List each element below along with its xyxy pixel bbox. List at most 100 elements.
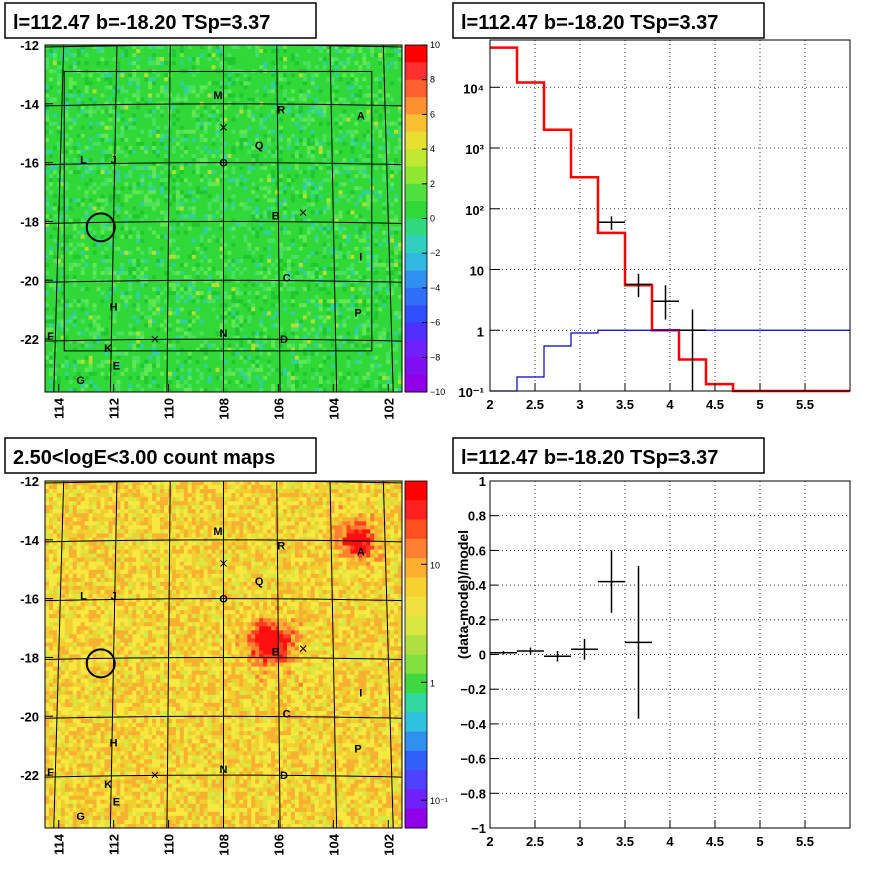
heatmap-cell (48, 145, 54, 151)
heatmap-cell (136, 198, 141, 203)
heatmap-cell (175, 210, 181, 215)
heatmap-cell (72, 363, 78, 369)
heatmap-cell (175, 343, 181, 349)
heatmap-cell (76, 113, 82, 119)
heatmap-cell (160, 178, 165, 183)
heatmap-cell (96, 97, 101, 102)
heatmap-cell (207, 222, 212, 227)
heatmap-cell (267, 73, 272, 78)
heatmap-cell (239, 178, 244, 183)
heatmap-cell (271, 97, 276, 102)
heatmap-cell (183, 182, 189, 187)
heatmap-cell (231, 375, 236, 381)
heatmap-cell (187, 133, 193, 139)
heatmap-cell (100, 327, 105, 332)
heatmap-cell (128, 206, 133, 211)
heatmap-cell (64, 387, 70, 393)
heatmap-cell (259, 45, 264, 50)
heatmap-cell (156, 367, 161, 373)
heatmap-cell (164, 206, 169, 211)
heatmap-cell (136, 129, 141, 135)
heatmap-cell (156, 57, 161, 62)
heatmap-cell (191, 222, 197, 227)
heatmap-cell (132, 109, 137, 114)
heatmap-cell (171, 238, 177, 244)
heatmap-cell (64, 202, 70, 207)
heatmap-cell (223, 89, 228, 94)
heatmap-cell (160, 242, 165, 248)
heatmap-cell (152, 77, 157, 82)
heatmap-cell (187, 242, 193, 248)
heatmap-cell (227, 214, 232, 219)
heatmap-cell (52, 49, 58, 54)
heatmap-cell (156, 311, 161, 316)
heatmap-cell (56, 327, 62, 332)
heatmap-cell (104, 65, 109, 70)
heatmap-cell (64, 109, 70, 114)
heatmap-cell (247, 335, 252, 340)
heatmap-cell (211, 194, 216, 199)
heatmap-cell (243, 194, 248, 199)
heatmap-cell (84, 121, 90, 127)
heatmap-cell (148, 246, 153, 252)
heatmap-cell (203, 89, 209, 94)
heatmap-cell (132, 133, 137, 139)
heatmap-cell (199, 371, 205, 377)
heatmap-cell (179, 246, 185, 252)
heatmap-cell (140, 375, 145, 381)
heatmap-cell (100, 157, 105, 163)
heatmap-cell (219, 49, 224, 54)
heatmap-cell (183, 371, 189, 377)
heatmap-cell (215, 371, 220, 377)
heatmap-cell (255, 202, 260, 207)
heatmap-cell (76, 371, 82, 377)
heatmap-cell (60, 315, 66, 320)
heatmap-cell (160, 351, 165, 357)
heatmap-cell (124, 49, 129, 54)
heatmap-cell (219, 266, 224, 272)
heatmap-cell (235, 383, 240, 389)
heatmap-cell (88, 319, 93, 324)
heatmap-cell (211, 117, 216, 123)
heatmap-cell (235, 182, 240, 187)
heatmap-cell (108, 137, 113, 143)
heatmap-cell (96, 117, 101, 123)
heatmap-cell (235, 254, 240, 260)
heatmap-cell (267, 303, 272, 308)
heatmap-cell (195, 226, 201, 231)
heatmap-cell (203, 77, 209, 82)
heatmap-cell (144, 89, 149, 94)
heatmap-cell (124, 379, 129, 385)
heatmap-cell (76, 343, 82, 349)
heatmap-cell (92, 170, 97, 175)
heatmap-cell (72, 262, 78, 268)
heatmap-cell (88, 222, 93, 227)
heatmap-cell (239, 186, 244, 191)
heatmap-cell (223, 133, 228, 139)
heatmap-cell (100, 242, 105, 248)
heatmap-cell (171, 49, 177, 54)
heatmap-cell (92, 109, 97, 114)
heatmap-cell (263, 198, 268, 203)
heatmap-cell (116, 351, 121, 357)
heatmap-cell (96, 81, 101, 86)
heatmap-cell (72, 157, 78, 163)
heatmap-cell (92, 182, 97, 187)
heatmap-cell (219, 194, 224, 199)
heatmap-cell (255, 178, 260, 183)
heatmap-cell (223, 363, 228, 369)
heatmap-cell (211, 283, 216, 288)
heatmap-cell (183, 194, 189, 199)
heatmap-cell (48, 375, 54, 381)
heatmap-cell (164, 162, 169, 167)
heatmap-cell (140, 254, 145, 260)
heatmap-cell (271, 303, 276, 308)
heatmap-cell (251, 379, 256, 385)
heatmap-cell (235, 129, 240, 135)
heatmap-cell (60, 198, 66, 203)
heatmap-cell (239, 190, 244, 195)
heatmap-cell (100, 53, 105, 58)
heatmap-cell (231, 137, 236, 143)
heatmap-cell (243, 347, 248, 353)
heatmap-cell (251, 351, 256, 357)
